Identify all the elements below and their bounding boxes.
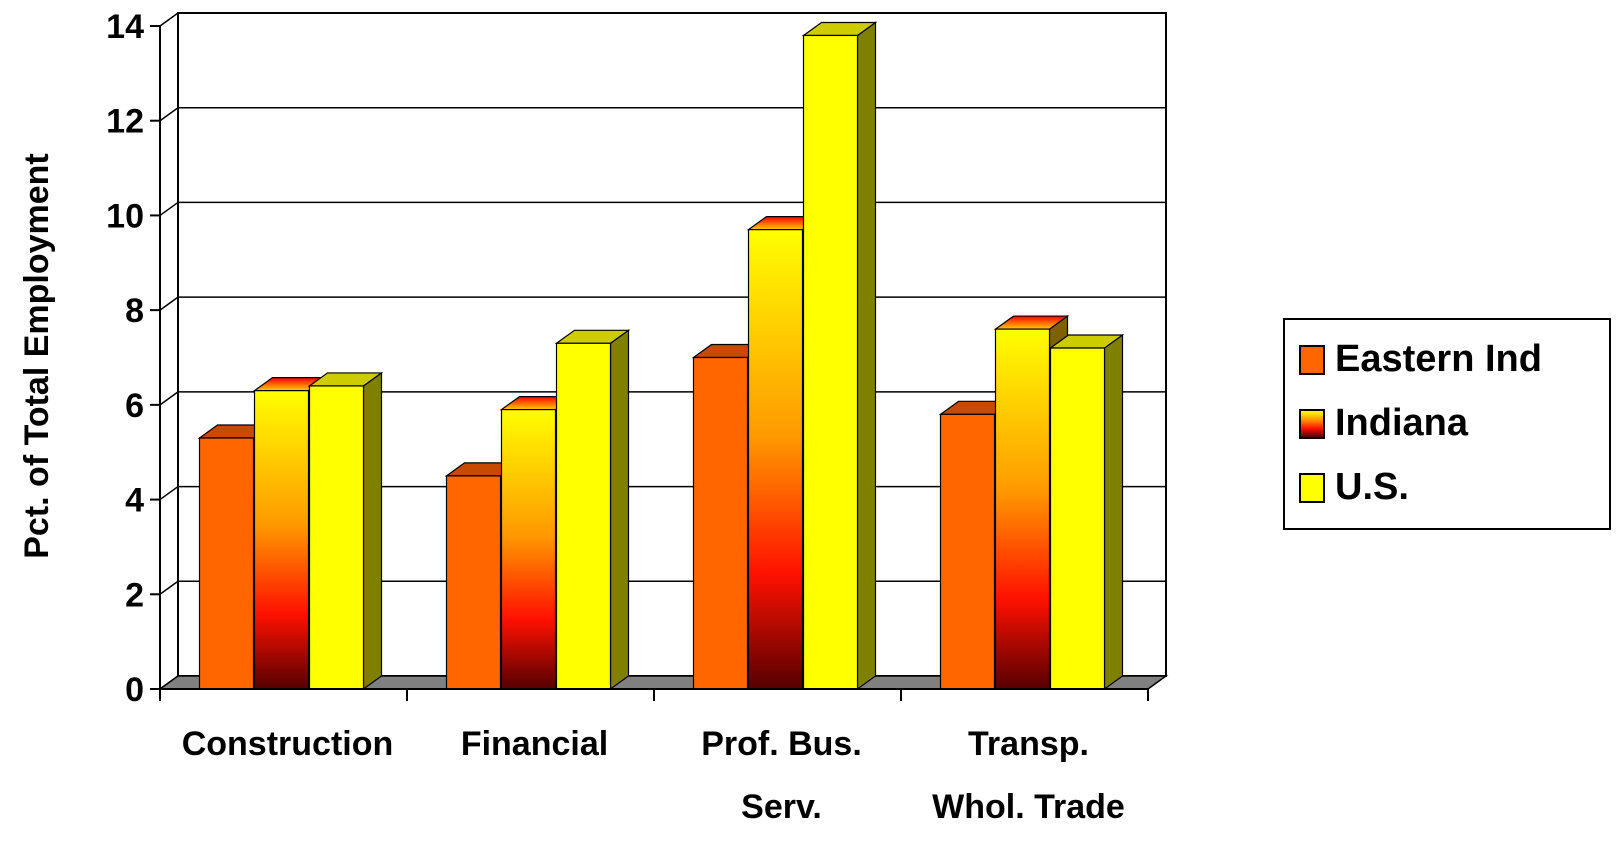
legend-item-eastern-ind: Eastern Ind xyxy=(1299,338,1542,381)
legend-swatch-eastern-ind xyxy=(1299,344,1325,375)
bar-front-face xyxy=(555,342,612,690)
side-grid-line xyxy=(159,201,179,217)
y-tick-label: 12 xyxy=(106,103,144,141)
bar-1-2 xyxy=(554,329,631,691)
bar-front-face xyxy=(445,475,502,690)
x-category-label-line2: Whol. Trade xyxy=(932,788,1125,826)
bar-3-2 xyxy=(1048,333,1125,691)
side-grid-line xyxy=(159,580,179,595)
y-tick-label: 6 xyxy=(125,387,144,425)
legend-label: Eastern Ind xyxy=(1335,338,1542,380)
legend-swatch-indiana xyxy=(1299,408,1325,439)
y-tick-label: 10 xyxy=(106,197,144,235)
bar-0-2 xyxy=(307,371,384,691)
y-tick-label: 8 xyxy=(125,292,144,330)
bar-front-face xyxy=(1049,347,1106,690)
bar-front-face xyxy=(939,413,996,690)
bar-front-face xyxy=(747,229,804,690)
legend: Eastern Ind Indiana U.S. xyxy=(1283,318,1611,530)
legend-item-indiana: Indiana xyxy=(1299,402,1468,445)
x-category-label: Construction xyxy=(182,725,394,763)
axes xyxy=(150,13,1149,701)
bar-front-face xyxy=(692,356,749,690)
bar-front-face xyxy=(994,328,1051,690)
bar-front-face xyxy=(308,385,365,690)
x-category-label: Transp. xyxy=(968,725,1089,763)
bar-side-face xyxy=(609,329,630,691)
side-grid-line xyxy=(159,12,179,27)
bar-front-face xyxy=(253,390,310,690)
x-category-labels: Construction Financial Prof. Bus. Serv. Tran… xyxy=(182,725,1125,826)
legend-label: U.S. xyxy=(1335,466,1409,508)
bar-side-face xyxy=(362,371,383,691)
y-tick-label: 2 xyxy=(125,576,144,614)
side-grid-line xyxy=(159,485,179,501)
y-tick-label: 14 xyxy=(106,8,144,46)
side-grid-line xyxy=(159,107,179,122)
bar-front-face xyxy=(802,34,859,690)
legend-label: Indiana xyxy=(1335,402,1469,444)
x-category-label: Prof. Bus. xyxy=(701,725,862,763)
bar-front-face xyxy=(500,408,557,690)
x-category-label: Financial xyxy=(461,725,608,763)
y-tick-labels: 0 2 4 6 8 10 12 14 xyxy=(106,8,144,709)
bar-side-face xyxy=(1103,333,1124,691)
y-axis-label: Pct. of Total Employment xyxy=(18,153,56,559)
x-category-label-line2: Serv. xyxy=(741,788,822,826)
bar-2-2 xyxy=(801,21,878,691)
bar-side-face xyxy=(856,21,877,691)
legend-item-us: U.S. xyxy=(1299,466,1409,509)
side-grid-line xyxy=(159,391,179,406)
y-tick-label: 4 xyxy=(125,482,144,520)
legend-swatch-us xyxy=(1299,472,1325,503)
side-grid-line xyxy=(159,296,179,311)
y-tick-label: 0 xyxy=(125,671,144,709)
bar-front-face xyxy=(198,437,255,690)
